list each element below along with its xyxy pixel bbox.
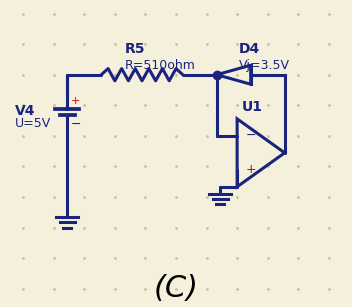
Text: +: + (71, 96, 80, 106)
Text: R5: R5 (125, 42, 146, 56)
Text: U=5V: U=5V (15, 117, 51, 130)
Text: Vj=3.5V: Vj=3.5V (239, 59, 290, 72)
Text: −: − (71, 118, 81, 131)
Text: U1: U1 (242, 100, 263, 114)
Text: V4: V4 (15, 103, 35, 118)
Text: D4: D4 (239, 42, 260, 56)
Text: (C): (C) (153, 274, 199, 303)
Text: −: − (246, 129, 256, 142)
Text: R=510ohm: R=510ohm (125, 59, 196, 72)
Text: +: + (246, 163, 256, 176)
